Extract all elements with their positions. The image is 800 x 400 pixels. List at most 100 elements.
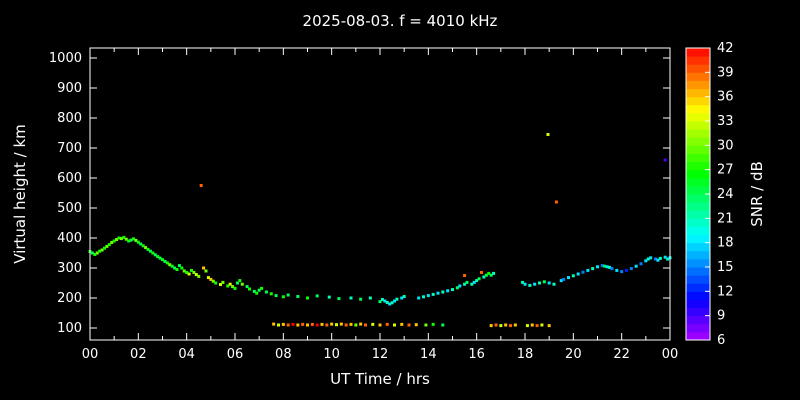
y-tick-label: 600 <box>57 171 82 186</box>
data-point <box>98 249 102 253</box>
data-point <box>414 323 418 327</box>
data-point <box>586 268 590 272</box>
chart-title: 2025-08-03. f = 4010 kHz <box>302 12 498 30</box>
data-point <box>175 268 179 271</box>
x-tick-label: 00 <box>662 347 679 362</box>
data-point <box>441 323 445 327</box>
data-point <box>90 251 94 255</box>
plot-frame <box>89 47 671 341</box>
data-point <box>349 296 353 300</box>
data-point <box>264 290 268 294</box>
data-point <box>226 284 230 288</box>
data-point <box>487 271 491 275</box>
data-point <box>122 235 126 239</box>
colorbar-segment <box>686 153 710 163</box>
colorbar-segment <box>686 177 710 187</box>
colorbar-segment <box>686 72 710 81</box>
data-point <box>315 323 319 327</box>
data-point <box>426 294 430 298</box>
data-point <box>240 282 244 286</box>
data-point <box>591 267 595 271</box>
data-point <box>538 281 541 285</box>
data-point <box>436 291 440 295</box>
data-point <box>335 323 338 327</box>
data-point <box>552 282 556 286</box>
data-point <box>211 279 215 283</box>
data-point <box>608 265 612 269</box>
data-point <box>281 295 285 299</box>
data-point <box>504 323 508 327</box>
data-point <box>610 267 614 271</box>
colorbar-segment <box>686 112 710 122</box>
data-point <box>554 200 558 204</box>
data-point <box>310 322 314 326</box>
colorbar-segment <box>686 185 710 195</box>
data-point <box>206 276 210 280</box>
colorbar-segment <box>686 267 710 276</box>
data-point <box>204 269 208 273</box>
data-point <box>441 290 445 294</box>
colorbar-segment <box>686 242 710 252</box>
data-point <box>146 247 150 251</box>
y-tick-label: 500 <box>57 201 82 216</box>
data-point <box>151 251 155 255</box>
colorbar-segment <box>686 194 710 203</box>
colorbar-label: SNR / dB <box>748 161 766 227</box>
data-point <box>656 258 660 262</box>
y-tick-label: 200 <box>57 291 82 306</box>
colorbar-segment <box>686 291 710 300</box>
data-point <box>424 323 428 327</box>
data-point <box>646 257 650 261</box>
data-point <box>349 322 353 326</box>
colorbar-segment <box>686 323 710 333</box>
y-axis-label: Virtual height / km <box>11 124 29 264</box>
colorbar-segment <box>686 258 710 268</box>
x-tick-label: 08 <box>275 347 292 362</box>
data-point <box>161 258 164 262</box>
data-point <box>100 248 104 252</box>
x-tick-label: 12 <box>372 347 389 362</box>
data-point <box>463 282 467 286</box>
data-point <box>576 272 580 276</box>
data-point <box>489 273 493 277</box>
data-point <box>180 266 184 270</box>
data-point <box>475 279 479 283</box>
data-point <box>187 272 191 276</box>
data-point <box>110 241 114 244</box>
data-point <box>274 294 278 298</box>
data-point <box>663 158 667 162</box>
data-point <box>480 271 483 274</box>
x-tick-label: 16 <box>468 347 485 362</box>
data-point <box>385 322 389 326</box>
colorbar-segment <box>686 64 710 73</box>
data-point <box>112 239 116 243</box>
data-point <box>649 256 653 260</box>
data-point <box>117 236 121 240</box>
data-point <box>269 292 273 296</box>
colorbar-segment <box>686 283 710 292</box>
data-point <box>286 323 290 327</box>
data-point <box>214 281 218 285</box>
data-point <box>494 323 498 327</box>
data-point <box>168 263 172 267</box>
data-point <box>383 299 387 303</box>
data-point <box>209 277 213 281</box>
data-point <box>567 276 570 280</box>
data-point <box>463 274 467 277</box>
data-point <box>194 273 198 277</box>
colorbar-segment <box>686 80 710 90</box>
x-axis-label: UT Time / hrs <box>330 370 430 388</box>
data-point <box>417 296 421 300</box>
data-point <box>559 279 563 283</box>
x-tick-label: 02 <box>130 347 147 362</box>
data-point <box>663 255 667 259</box>
colorbar-tick-label: 6 <box>717 333 725 348</box>
data-point <box>458 284 462 288</box>
data-point <box>477 277 481 281</box>
colorbar-segment <box>686 121 710 130</box>
colorbar-tick-label: 21 <box>717 211 734 226</box>
data-point <box>603 264 607 268</box>
colorbar-segment <box>686 331 710 341</box>
